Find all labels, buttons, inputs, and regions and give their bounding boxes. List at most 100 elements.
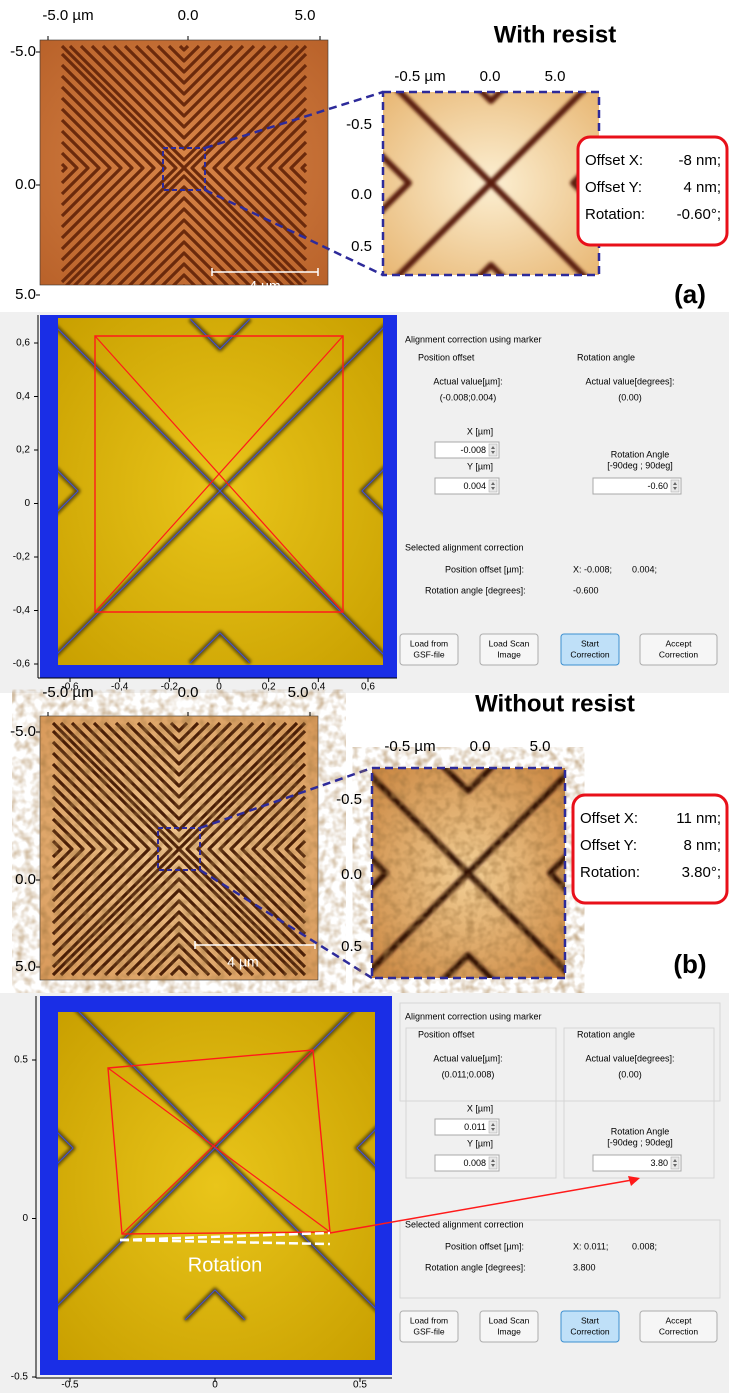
text-label: Actual value[µm]: <box>433 376 502 386</box>
selected-value: 3.800 <box>573 1262 596 1272</box>
group-title: Rotation angle <box>577 352 635 362</box>
spinbox-value: -0.008 <box>460 445 486 455</box>
spinbox-value: 0.011 <box>464 1122 486 1132</box>
spinbox-value: 0.008 <box>463 1158 486 1168</box>
x-tick-label: 5.0 <box>288 684 309 701</box>
actual-value: (0.00) <box>618 1069 642 1079</box>
field-label: Y [µm] <box>467 1138 493 1148</box>
group-title: Position offset <box>418 1029 475 1039</box>
text-label: Actual value[degrees]: <box>585 376 674 386</box>
spin-buttons <box>489 1157 497 1169</box>
button-label: Load from <box>410 638 448 648</box>
spin-buttons <box>489 444 497 456</box>
actual-value: (-0.008;0.004) <box>440 392 497 402</box>
x-tick-label: -0.5 µm <box>384 738 435 755</box>
actual-value: (0.011;0.008) <box>442 1069 495 1079</box>
plot-image <box>58 1012 375 1360</box>
button-label: Load Scan <box>489 1315 530 1325</box>
result-value: 11 nm; <box>676 810 721 827</box>
y-tick-label: 0.5 <box>351 238 372 255</box>
button-label: Correction <box>659 1326 698 1336</box>
result-label: Rotation: <box>580 864 640 881</box>
spin-buttons <box>489 480 497 492</box>
button-label: GSF-file <box>413 649 444 659</box>
spin-buttons <box>671 480 679 492</box>
field-label: Y [µm] <box>467 461 493 471</box>
field-label: [-90deg ; 90deg] <box>607 1137 673 1147</box>
section-heading: Alignment correction using marker <box>405 334 542 344</box>
button-label: Image <box>497 649 521 659</box>
spin-buttons <box>489 1121 497 1133</box>
x-tick-label: -5.0 µm <box>42 684 93 701</box>
result-label: Rotation: <box>585 206 645 223</box>
selected-value: 0.004; <box>632 564 657 574</box>
button-label: Correction <box>659 649 698 659</box>
y-tick-label: -5.0 <box>10 43 36 60</box>
button-label: GSF-file <box>413 1326 444 1336</box>
button-label: Correction <box>570 1326 609 1336</box>
scale-bar-label: 4 µm <box>249 278 280 294</box>
result-value: -0.60°; <box>677 206 721 223</box>
section-heading: Selected alignment correction <box>405 542 524 552</box>
groove <box>180 286 188 290</box>
x-tick-label: 5.0 <box>530 738 551 755</box>
y-tick-label: 0 <box>22 1213 28 1224</box>
y-tick-label: 0.5 <box>14 1055 28 1066</box>
y-tick-label: -0,6 <box>13 659 31 670</box>
button-label: Start <box>581 638 600 648</box>
spinbox-value: 3.80 <box>650 1158 668 1168</box>
y-tick-label: 0.0 <box>351 186 372 203</box>
result-value: 4 nm; <box>683 179 721 196</box>
text-label: Position offset [µm]: <box>445 564 524 574</box>
scale-bar-label: 4 µm <box>227 954 258 970</box>
y-tick-label: -0,4 <box>13 605 31 616</box>
x-tick-label: 0.0 <box>480 68 501 85</box>
y-tick-label: 0,4 <box>16 391 30 402</box>
x-tick-label: 0 <box>216 682 222 693</box>
y-tick-label: 0.5 <box>341 938 362 955</box>
text-label: Rotation angle [degrees]: <box>425 585 526 595</box>
y-tick-label: 5.0 <box>15 286 36 303</box>
button-label: Correction <box>570 649 609 659</box>
button-label: Accept <box>666 638 693 648</box>
result-label: Offset Y: <box>585 179 642 196</box>
selected-value: -0.600 <box>573 585 599 595</box>
field-label: Rotation Angle <box>611 1126 670 1136</box>
text-label: Position offset [µm]: <box>445 1241 524 1251</box>
button-label: Start <box>581 1315 600 1325</box>
selected-value: X: 0.011; <box>573 1241 608 1251</box>
result-value: 3.80°; <box>682 864 721 881</box>
panel-label: (a) <box>674 279 706 309</box>
result-label: Offset X: <box>585 152 643 169</box>
x-tick-label: 0,4 <box>311 682 325 693</box>
button-label: Load from <box>410 1315 448 1325</box>
field-label: Rotation Angle <box>611 449 670 459</box>
x-tick-label: 0.0 <box>470 738 491 755</box>
y-tick-label: 5.0 <box>15 958 36 975</box>
y-tick-label: 0.0 <box>15 176 36 193</box>
x-tick-label: 5.0 <box>545 68 566 85</box>
zoom-noise <box>372 768 565 978</box>
field-label: X [µm] <box>467 426 493 436</box>
x-tick-label: -0.5 µm <box>394 68 445 85</box>
y-tick-label: -5.0 <box>10 723 36 740</box>
afm-pattern <box>62 46 306 290</box>
y-tick-label: 0.0 <box>341 866 362 883</box>
panel-title: With resist <box>494 21 616 48</box>
result-value: -8 nm; <box>678 152 721 169</box>
button-label: Load Scan <box>489 638 530 648</box>
body: -5.0 µm 0.0 5.0 -5.0 0.0 5.0 4 µm -0.5 µm 0.0 5.0… <box>0 0 729 1393</box>
x-tick-label: 5.0 <box>295 7 316 24</box>
y-tick-label: -0.5 <box>346 116 372 133</box>
y-tick-label: 0 <box>24 498 30 509</box>
y-tick-label: -0,2 <box>13 552 31 563</box>
annotation: Rotation <box>188 1254 263 1276</box>
panel-title: Without resist <box>475 690 635 717</box>
afm-noise <box>40 716 318 980</box>
y-tick-label: 0,2 <box>16 445 30 456</box>
selected-value: X: -0.008; <box>573 564 612 574</box>
result-value: 8 nm; <box>683 837 721 854</box>
result-label: Offset Y: <box>580 837 637 854</box>
text-label: Actual value[degrees]: <box>585 1053 674 1063</box>
section-heading: Alignment correction using marker <box>405 1011 542 1021</box>
